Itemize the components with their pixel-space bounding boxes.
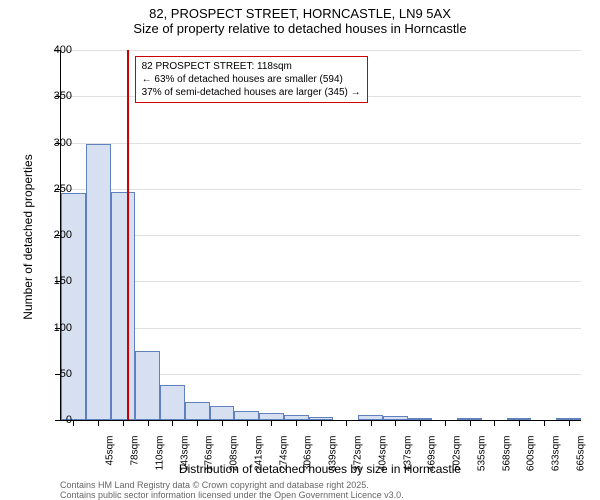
histogram-bar bbox=[259, 413, 284, 420]
x-tick bbox=[470, 420, 471, 426]
x-tick bbox=[73, 420, 74, 426]
x-tick-label: 633sqm bbox=[551, 436, 562, 476]
plot-area: 82 PROSPECT STREET: 118sqm← 63% of detac… bbox=[60, 50, 581, 421]
x-tick-label: 600sqm bbox=[526, 436, 537, 476]
x-tick bbox=[172, 420, 173, 426]
chart-container: 82, PROSPECT STREET, HORNCASTLE, LN9 5AX… bbox=[0, 0, 600, 500]
y-tick-label: 100 bbox=[54, 322, 72, 334]
x-tick-label: 339sqm bbox=[328, 436, 339, 476]
info-box: 82 PROSPECT STREET: 118sqm← 63% of detac… bbox=[135, 56, 368, 103]
y-tick bbox=[55, 420, 61, 421]
x-tick bbox=[395, 420, 396, 426]
x-tick bbox=[371, 420, 372, 426]
info-box-line: 82 PROSPECT STREET: 118sqm bbox=[142, 60, 361, 73]
grid-line bbox=[61, 328, 581, 329]
x-tick bbox=[123, 420, 124, 426]
histogram-bar bbox=[86, 144, 111, 420]
footer-line-1: Contains HM Land Registry data © Crown c… bbox=[60, 480, 369, 490]
x-tick bbox=[296, 420, 297, 426]
x-tick-label: 143sqm bbox=[179, 436, 190, 476]
y-tick-label: 250 bbox=[54, 183, 72, 195]
x-tick bbox=[544, 420, 545, 426]
histogram-bar bbox=[185, 402, 210, 421]
x-tick bbox=[197, 420, 198, 426]
grid-line bbox=[61, 50, 581, 51]
y-tick-label: 50 bbox=[60, 368, 72, 380]
x-tick-label: 208sqm bbox=[229, 436, 240, 476]
x-tick bbox=[148, 420, 149, 426]
x-tick-label: 176sqm bbox=[204, 436, 215, 476]
grid-line bbox=[61, 281, 581, 282]
x-tick bbox=[247, 420, 248, 426]
x-tick bbox=[346, 420, 347, 426]
x-tick-label: 535sqm bbox=[476, 436, 487, 476]
x-tick-label: 110sqm bbox=[154, 436, 165, 476]
x-tick bbox=[420, 420, 421, 426]
histogram-bar bbox=[61, 193, 86, 420]
x-tick bbox=[494, 420, 495, 426]
x-tick-label: 437sqm bbox=[402, 436, 413, 476]
x-tick-label: 78sqm bbox=[130, 436, 141, 476]
x-tick bbox=[98, 420, 99, 426]
x-tick-label: 404sqm bbox=[377, 436, 388, 476]
chart-title-main: 82, PROSPECT STREET, HORNCASTLE, LN9 5AX bbox=[0, 0, 600, 21]
x-tick bbox=[445, 420, 446, 426]
y-tick-label: 400 bbox=[54, 44, 72, 56]
x-tick-label: 274sqm bbox=[278, 436, 289, 476]
x-tick bbox=[222, 420, 223, 426]
histogram-bar bbox=[160, 385, 185, 420]
x-tick bbox=[519, 420, 520, 426]
chart-title-sub: Size of property relative to detached ho… bbox=[0, 21, 600, 36]
x-tick-label: 45sqm bbox=[105, 436, 116, 476]
x-tick-label: 665sqm bbox=[575, 436, 586, 476]
x-tick-label: 241sqm bbox=[253, 436, 264, 476]
y-tick-label: 0 bbox=[66, 414, 72, 426]
grid-line bbox=[61, 143, 581, 144]
y-tick-label: 200 bbox=[54, 229, 72, 241]
y-tick-label: 300 bbox=[54, 137, 72, 149]
x-tick-label: 469sqm bbox=[427, 436, 438, 476]
x-tick bbox=[321, 420, 322, 426]
y-tick-label: 350 bbox=[54, 90, 72, 102]
histogram-bar bbox=[234, 411, 259, 420]
histogram-bar bbox=[210, 406, 235, 420]
histogram-bar bbox=[111, 192, 136, 420]
x-tick bbox=[271, 420, 272, 426]
y-axis-title: Number of detached properties bbox=[21, 137, 35, 337]
grid-line bbox=[61, 235, 581, 236]
marker-line bbox=[127, 50, 129, 420]
info-box-line: ← 63% of detached houses are smaller (59… bbox=[142, 73, 361, 86]
y-tick-label: 150 bbox=[54, 275, 72, 287]
info-box-line: 37% of semi-detached houses are larger (… bbox=[142, 86, 361, 99]
x-tick-label: 568sqm bbox=[501, 436, 512, 476]
grid-line bbox=[61, 189, 581, 190]
histogram-bar bbox=[135, 351, 160, 420]
x-tick-label: 306sqm bbox=[303, 436, 314, 476]
x-tick bbox=[569, 420, 570, 426]
x-tick-label: 502sqm bbox=[452, 436, 463, 476]
footer-line-2: Contains public sector information licen… bbox=[60, 490, 404, 500]
x-tick-label: 372sqm bbox=[353, 436, 364, 476]
